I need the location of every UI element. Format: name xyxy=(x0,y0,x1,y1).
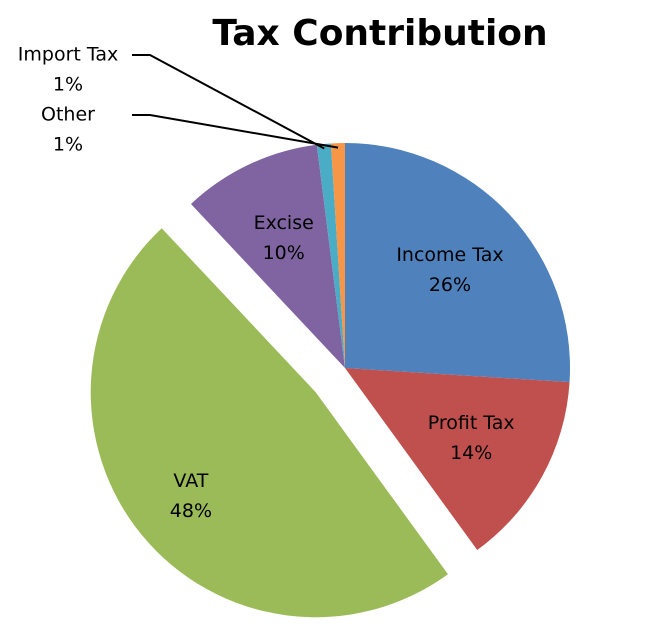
chart-title: Tax Contribution xyxy=(212,13,547,54)
pie-slice xyxy=(330,143,345,368)
slice-value-label: 10% xyxy=(263,242,305,264)
slice-value-label: 14% xyxy=(450,442,492,464)
slice-value-label: 1% xyxy=(53,74,83,96)
slice-value-label: 1% xyxy=(53,134,83,156)
slice-value-label: 48% xyxy=(170,500,212,522)
pie-slice xyxy=(345,143,570,383)
slice-value-label: 26% xyxy=(429,274,471,296)
slice-label: Profit Tax xyxy=(428,412,515,434)
leader-line xyxy=(132,114,339,149)
slice-label: Income Tax xyxy=(396,244,503,266)
slice-label: Excise xyxy=(254,212,314,234)
pie-slice xyxy=(90,228,448,618)
pie-slice xyxy=(316,143,345,368)
pie-slice xyxy=(190,144,345,368)
slice-label: VAT xyxy=(173,470,208,492)
slice-label: Import Tax xyxy=(18,44,118,66)
leader-line xyxy=(132,54,325,150)
slice-label: Other xyxy=(41,104,95,126)
pie-slice xyxy=(345,368,570,551)
